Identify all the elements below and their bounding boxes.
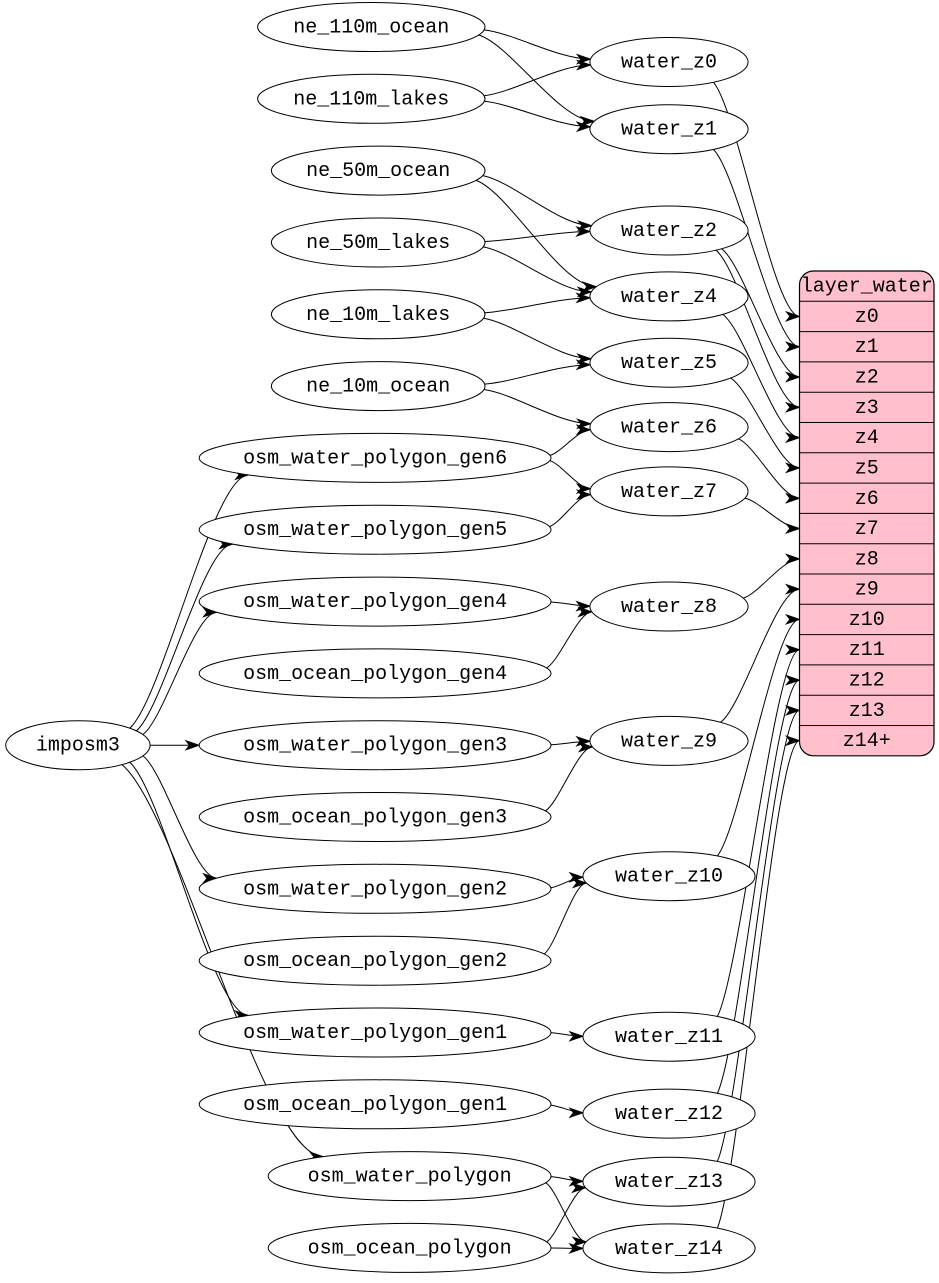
svg-text:osm_water_polygon_gen4: osm_water_polygon_gen4 [243, 591, 507, 614]
svg-text:water_z6: water_z6 [621, 417, 717, 440]
svg-text:ne_50m_lakes: ne_50m_lakes [306, 232, 450, 255]
svg-text:osm_ocean_polygon_gen1: osm_ocean_polygon_gen1 [243, 1094, 507, 1117]
svg-text:z3: z3 [855, 397, 879, 420]
svg-text:osm_water_polygon_gen3: osm_water_polygon_gen3 [243, 735, 507, 758]
svg-text:osm_ocean_polygon_gen4: osm_ocean_polygon_gen4 [243, 663, 507, 686]
svg-text:water_z9: water_z9 [621, 730, 717, 753]
svg-text:z0: z0 [855, 306, 879, 329]
svg-text:water_z2: water_z2 [621, 220, 717, 243]
svg-text:layer_water: layer_water [801, 276, 933, 299]
svg-text:ne_10m_ocean: ne_10m_ocean [306, 376, 450, 399]
svg-text:osm_ocean_polygon: osm_ocean_polygon [308, 1237, 512, 1260]
svg-text:z5: z5 [855, 457, 879, 480]
svg-text:osm_water_polygon_gen6: osm_water_polygon_gen6 [243, 447, 507, 470]
svg-text:water_z4: water_z4 [621, 286, 717, 309]
svg-text:water_z14: water_z14 [615, 1238, 723, 1261]
svg-text:water_z1: water_z1 [621, 119, 717, 142]
svg-text:osm_water_polygon_gen1: osm_water_polygon_gen1 [243, 1022, 507, 1045]
svg-text:z14+: z14+ [843, 730, 891, 753]
svg-text:osm_water_polygon_gen2: osm_water_polygon_gen2 [243, 878, 507, 901]
svg-text:z1: z1 [855, 336, 879, 359]
svg-text:water_z5: water_z5 [621, 352, 717, 375]
svg-text:osm_ocean_polygon_gen3: osm_ocean_polygon_gen3 [243, 807, 507, 830]
svg-text:z7: z7 [855, 518, 879, 541]
svg-text:ne_110m_lakes: ne_110m_lakes [293, 88, 449, 111]
svg-text:z13: z13 [849, 700, 885, 723]
svg-text:water_z12: water_z12 [615, 1103, 723, 1126]
svg-text:osm_ocean_polygon_gen2: osm_ocean_polygon_gen2 [243, 950, 507, 973]
svg-text:water_z8: water_z8 [621, 596, 717, 619]
svg-text:ne_50m_ocean: ne_50m_ocean [306, 160, 450, 183]
svg-text:z8: z8 [855, 548, 879, 571]
svg-text:water_z0: water_z0 [621, 52, 717, 75]
svg-text:water_z13: water_z13 [615, 1171, 723, 1194]
svg-text:ne_110m_ocean: ne_110m_ocean [293, 17, 449, 40]
svg-text:imposm3: imposm3 [36, 735, 120, 758]
svg-text:z4: z4 [855, 427, 879, 450]
svg-text:osm_water_polygon_gen5: osm_water_polygon_gen5 [243, 519, 507, 542]
svg-text:z6: z6 [855, 488, 879, 511]
svg-text:z9: z9 [855, 579, 879, 602]
svg-text:z12: z12 [849, 670, 885, 693]
svg-text:osm_water_polygon: osm_water_polygon [308, 1166, 512, 1189]
svg-text:water_z7: water_z7 [621, 481, 717, 504]
svg-text:z11: z11 [849, 639, 885, 662]
svg-text:ne_10m_lakes: ne_10m_lakes [306, 304, 450, 327]
svg-text:z10: z10 [849, 609, 885, 632]
svg-text:water_z10: water_z10 [615, 866, 723, 889]
svg-text:water_z11: water_z11 [615, 1026, 723, 1049]
svg-text:z2: z2 [855, 367, 879, 390]
